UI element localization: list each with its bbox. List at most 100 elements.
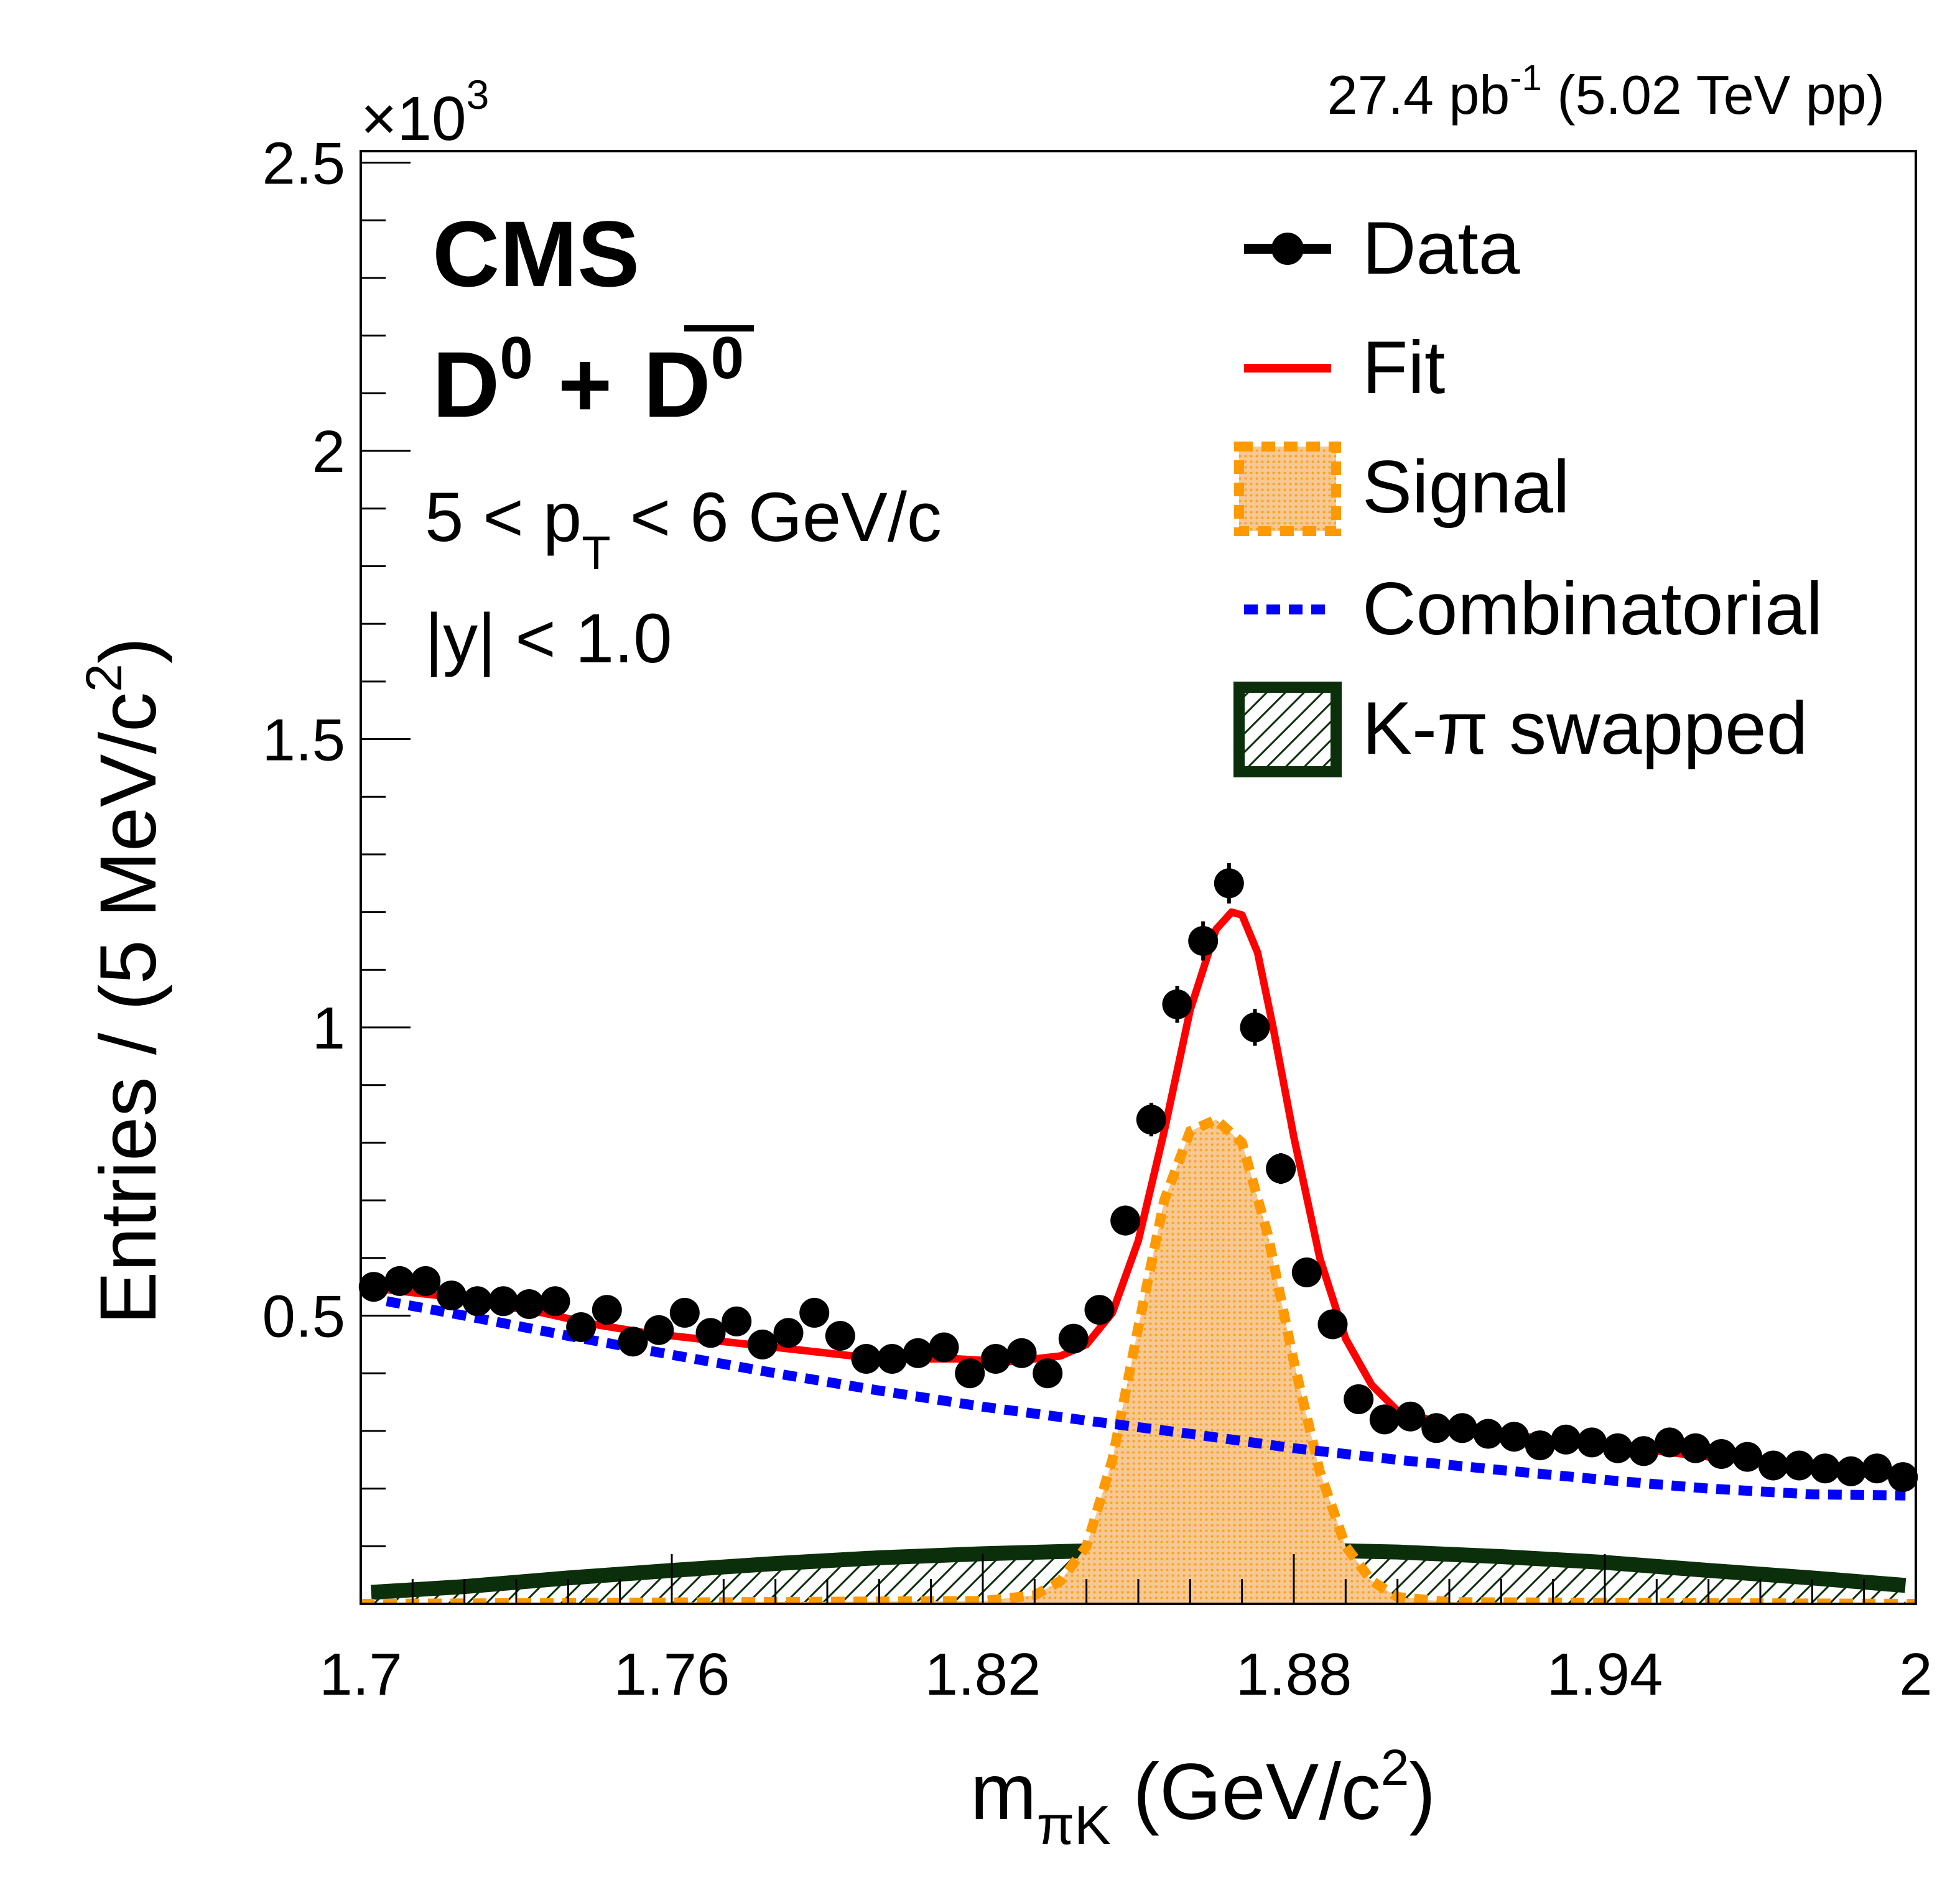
data-marker <box>384 1266 415 1296</box>
data-point <box>1628 1436 1659 1466</box>
legend-label-signal: Signal <box>1362 445 1570 529</box>
data-point <box>1421 1413 1452 1443</box>
data-marker <box>980 1344 1011 1374</box>
axis-ticks <box>360 162 1917 1605</box>
data-marker <box>929 1332 959 1363</box>
legend-label-combinatorial: Combinatorial <box>1362 567 1823 651</box>
data-point <box>955 1358 985 1389</box>
data-marker <box>773 1318 804 1348</box>
data-point <box>566 1312 597 1342</box>
legend-label-swapped: K-π swapped <box>1362 687 1808 770</box>
data-point <box>1784 1450 1814 1481</box>
data-marker <box>1447 1413 1477 1443</box>
data-point <box>669 1297 700 1328</box>
data-marker <box>1421 1413 1452 1443</box>
data-marker <box>1810 1453 1841 1484</box>
data-point <box>1291 1257 1322 1287</box>
legend-signal-marker <box>1234 442 1341 536</box>
data-point <box>1810 1453 1841 1484</box>
y-tick-label: 2 <box>312 419 345 485</box>
legend: Data Fit Signal Combinatorial K-π swappe… <box>1233 206 1823 777</box>
data-marker <box>903 1338 933 1368</box>
data-point <box>1188 921 1219 961</box>
signal-layer <box>361 1113 1916 1604</box>
data-point <box>799 1297 830 1328</box>
y-tick-label: 1 <box>312 995 345 1062</box>
y-tick-label: 2.5 <box>262 131 345 197</box>
y-multiplier: ×103 <box>361 72 489 154</box>
data-point <box>1447 1413 1477 1443</box>
data-marker <box>1317 1309 1348 1340</box>
data-marker <box>488 1286 519 1317</box>
data-marker <box>799 1297 830 1328</box>
data-point <box>1214 863 1244 904</box>
data-marker <box>1473 1419 1503 1449</box>
data-marker <box>1836 1456 1866 1486</box>
data-point <box>1084 1295 1115 1325</box>
data-marker <box>1033 1358 1063 1389</box>
legend-label-fit: Fit <box>1362 326 1445 409</box>
data-point <box>1499 1422 1530 1452</box>
data-marker <box>877 1344 908 1374</box>
data-marker <box>747 1329 778 1359</box>
data-marker <box>955 1358 985 1389</box>
data-marker <box>1888 1462 1918 1493</box>
data-marker <box>411 1266 441 1296</box>
data-point <box>1732 1442 1763 1472</box>
data-point <box>1577 1427 1607 1458</box>
data-marker <box>1188 926 1219 956</box>
data-marker <box>1655 1427 1685 1458</box>
legend-label-data: Data <box>1362 206 1520 290</box>
particle-label: D0 + D0 <box>432 325 744 437</box>
pt-range-label: 5 < pT < 6 GeV/c <box>425 478 942 580</box>
y-tick-label: 0.5 <box>262 1284 345 1350</box>
data-marker <box>1602 1433 1633 1463</box>
data-point <box>1525 1430 1555 1461</box>
data-marker <box>1628 1436 1659 1466</box>
data-marker <box>592 1295 622 1325</box>
data-marker <box>1214 868 1244 899</box>
data-point <box>436 1280 467 1311</box>
data-marker <box>1499 1422 1530 1452</box>
data-point <box>411 1266 441 1296</box>
data-marker <box>462 1286 493 1317</box>
data-point <box>1006 1338 1037 1368</box>
x-tick-label: 1.94 <box>1547 1641 1663 1708</box>
data-point <box>1655 1427 1685 1458</box>
data-marker <box>1136 1104 1166 1135</box>
data-marker <box>1058 1323 1089 1354</box>
data-marker <box>1680 1433 1711 1463</box>
data-point <box>1369 1404 1400 1435</box>
data-point <box>1602 1433 1633 1463</box>
data-point <box>592 1295 622 1325</box>
data-point <box>695 1318 726 1348</box>
data-marker <box>436 1280 467 1311</box>
data-marker <box>825 1321 855 1351</box>
data-marker <box>618 1327 648 1357</box>
data-point <box>488 1286 519 1317</box>
data-marker <box>695 1318 726 1348</box>
data-marker <box>1525 1430 1555 1461</box>
data-point <box>1551 1424 1581 1455</box>
data-marker <box>1110 1205 1141 1236</box>
data-point <box>1317 1309 1348 1340</box>
data-marker <box>1784 1450 1814 1481</box>
data-point <box>1758 1450 1788 1481</box>
data-marker <box>358 1272 389 1302</box>
data-marker <box>1577 1427 1607 1458</box>
data-marker <box>514 1289 544 1319</box>
data-marker <box>1862 1453 1892 1484</box>
data-point <box>1836 1456 1866 1486</box>
data-point <box>825 1321 855 1351</box>
data-point <box>384 1266 415 1296</box>
data-point <box>1344 1384 1374 1414</box>
data-marker <box>1240 1012 1270 1042</box>
data-points-layer <box>358 863 1918 1493</box>
data-point <box>747 1329 778 1359</box>
x-tick-label: 1.88 <box>1236 1641 1352 1708</box>
data-point <box>358 1272 389 1302</box>
data-point <box>1110 1205 1141 1236</box>
data-marker <box>1266 1154 1296 1184</box>
data-marker <box>851 1344 881 1374</box>
